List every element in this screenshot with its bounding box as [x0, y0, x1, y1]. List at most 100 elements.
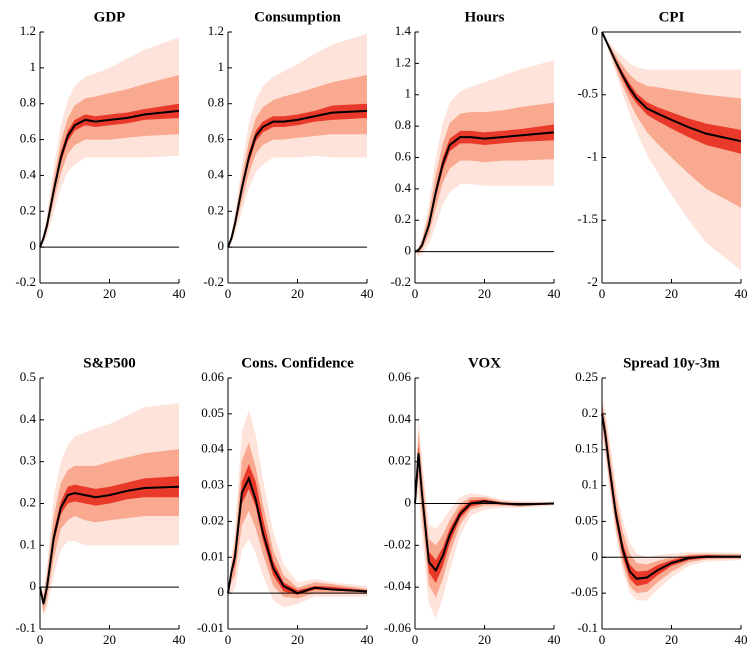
x-tick-label: 20	[478, 286, 491, 301]
panel-title: Spread 10y-3m	[623, 355, 720, 371]
fan-band	[602, 32, 741, 154]
panel-title: Hours	[464, 9, 504, 25]
x-tick-label: 20	[103, 286, 116, 301]
x-tick-label: 40	[361, 286, 374, 301]
median-line	[601, 31, 742, 143]
median-line	[39, 485, 180, 605]
median-line	[601, 413, 741, 580]
x-tick-label: 0	[599, 286, 606, 301]
x-tick-label: 40	[173, 632, 186, 647]
y-tick-label: 0.2	[20, 202, 36, 217]
y-tick-label: 0	[30, 578, 37, 593]
y-tick-label: 0	[30, 238, 37, 253]
y-tick-label: 0.1	[582, 477, 598, 492]
panel: S&P500-0.100.10.20.30.40.50 20 40	[15, 355, 185, 647]
y-tick-label: 1	[30, 59, 37, 74]
y-tick-label: 0.01	[201, 548, 224, 563]
x-tick-label: 20	[665, 286, 678, 301]
panel: CPI -2 -1.5 -1 -0.5 0 0 20 40	[577, 9, 747, 301]
panel-title: Cons. Confidence	[241, 355, 354, 371]
y-tick-label: 0.5	[20, 369, 36, 384]
panel: Spread 10y-3m -0.1 -0.05 0 0.05 0.1 0.15 0.2 0.2…	[571, 355, 748, 647]
fan-band	[415, 415, 554, 619]
x-tick-label: 20	[478, 632, 491, 647]
x-tick-label: 20	[291, 632, 304, 647]
fan-band	[228, 410, 367, 608]
y-tick-label: -0.02	[384, 536, 411, 551]
y-tick-label: 0.04	[201, 441, 224, 456]
y-tick-label: 0	[592, 23, 599, 38]
panel: GDP-0.200.20.40.60.811.20 20 40	[15, 9, 185, 301]
y-tick-label: 0.8	[395, 117, 411, 132]
x-tick-label: 0	[412, 286, 419, 301]
y-tick-label: 0.3	[20, 453, 36, 468]
median-line	[414, 453, 555, 573]
fan-band	[415, 124, 554, 252]
y-tick-label: 0.4	[20, 166, 37, 181]
y-tick-label: 0.06	[388, 369, 411, 384]
y-tick-label: -0.2	[15, 274, 36, 289]
y-tick-label: -1.5	[577, 211, 598, 226]
fan-band	[228, 33, 367, 248]
y-tick-label: 0.05	[201, 405, 224, 420]
y-tick-label: -0.1	[577, 620, 598, 635]
y-tick-label: -0.05	[571, 584, 598, 599]
y-tick-label: 0.6	[208, 131, 225, 146]
y-tick-label: 1.2	[208, 23, 224, 38]
y-tick-label: -0.5	[577, 86, 598, 101]
y-tick-label: 0.8	[20, 95, 36, 110]
y-tick-label: -0.06	[384, 620, 412, 635]
fan-band	[40, 476, 179, 606]
x-tick-label: 40	[173, 286, 186, 301]
x-tick-label: 40	[548, 632, 561, 647]
y-tick-label: 0.4	[208, 166, 225, 181]
panel: VOX -0.06 -0.04 -0.02 0 0.02 0.04 0.06 0 20 40	[384, 355, 561, 647]
y-tick-label: 0.4	[395, 180, 412, 195]
y-tick-label: 0.6	[395, 148, 412, 163]
y-tick-label: 0.02	[388, 453, 411, 468]
y-tick-label: 0.05	[575, 512, 598, 527]
panel-title: GDP	[94, 9, 126, 25]
y-tick-label: 0	[218, 584, 225, 599]
panel-title: S&P500	[83, 355, 136, 371]
y-tick-label: 0.02	[201, 512, 224, 527]
y-tick-label: 0.25	[575, 369, 598, 384]
x-tick-label: 0	[412, 632, 419, 647]
fan-band	[415, 444, 554, 583]
y-tick-label: 0.15	[575, 441, 598, 456]
x-tick-label: 20	[665, 632, 678, 647]
y-tick-label: 0.2	[208, 202, 224, 217]
y-tick-label: -1	[587, 148, 598, 163]
y-tick-label: 0.2	[582, 405, 598, 420]
median-line	[227, 475, 368, 595]
y-tick-label: -0.2	[203, 274, 224, 289]
y-tick-label: 0	[592, 548, 599, 563]
median-line	[227, 109, 368, 248]
y-tick-label: 0.6	[20, 131, 37, 146]
y-tick-label: 0.4	[20, 411, 37, 426]
fan-band	[40, 103, 179, 248]
x-tick-label: 20	[103, 632, 116, 647]
y-tick-label: 0.8	[208, 95, 224, 110]
y-tick-label: 1.4	[395, 23, 412, 38]
y-tick-label: -2	[587, 274, 598, 289]
x-tick-label: 40	[361, 632, 374, 647]
x-tick-label: 40	[548, 286, 561, 301]
panel-title: VOX	[468, 355, 501, 371]
x-tick-label: 0	[599, 632, 606, 647]
x-tick-label: 20	[291, 286, 304, 301]
fan-band	[228, 103, 367, 248]
median-line	[39, 109, 180, 248]
panel-title: CPI	[659, 9, 685, 25]
y-tick-label: 0	[405, 243, 412, 258]
y-tick-label: 0.04	[388, 411, 411, 426]
y-tick-label: 1.2	[20, 23, 36, 38]
y-tick-label: 0.2	[20, 494, 36, 509]
y-tick-label: 0.2	[395, 211, 411, 226]
y-tick-label: -0.04	[384, 578, 412, 593]
y-tick-label: 0	[218, 238, 225, 253]
y-tick-label: -0.01	[197, 620, 224, 635]
x-tick-label: 0	[37, 286, 44, 301]
y-tick-label: -0.2	[390, 274, 411, 289]
